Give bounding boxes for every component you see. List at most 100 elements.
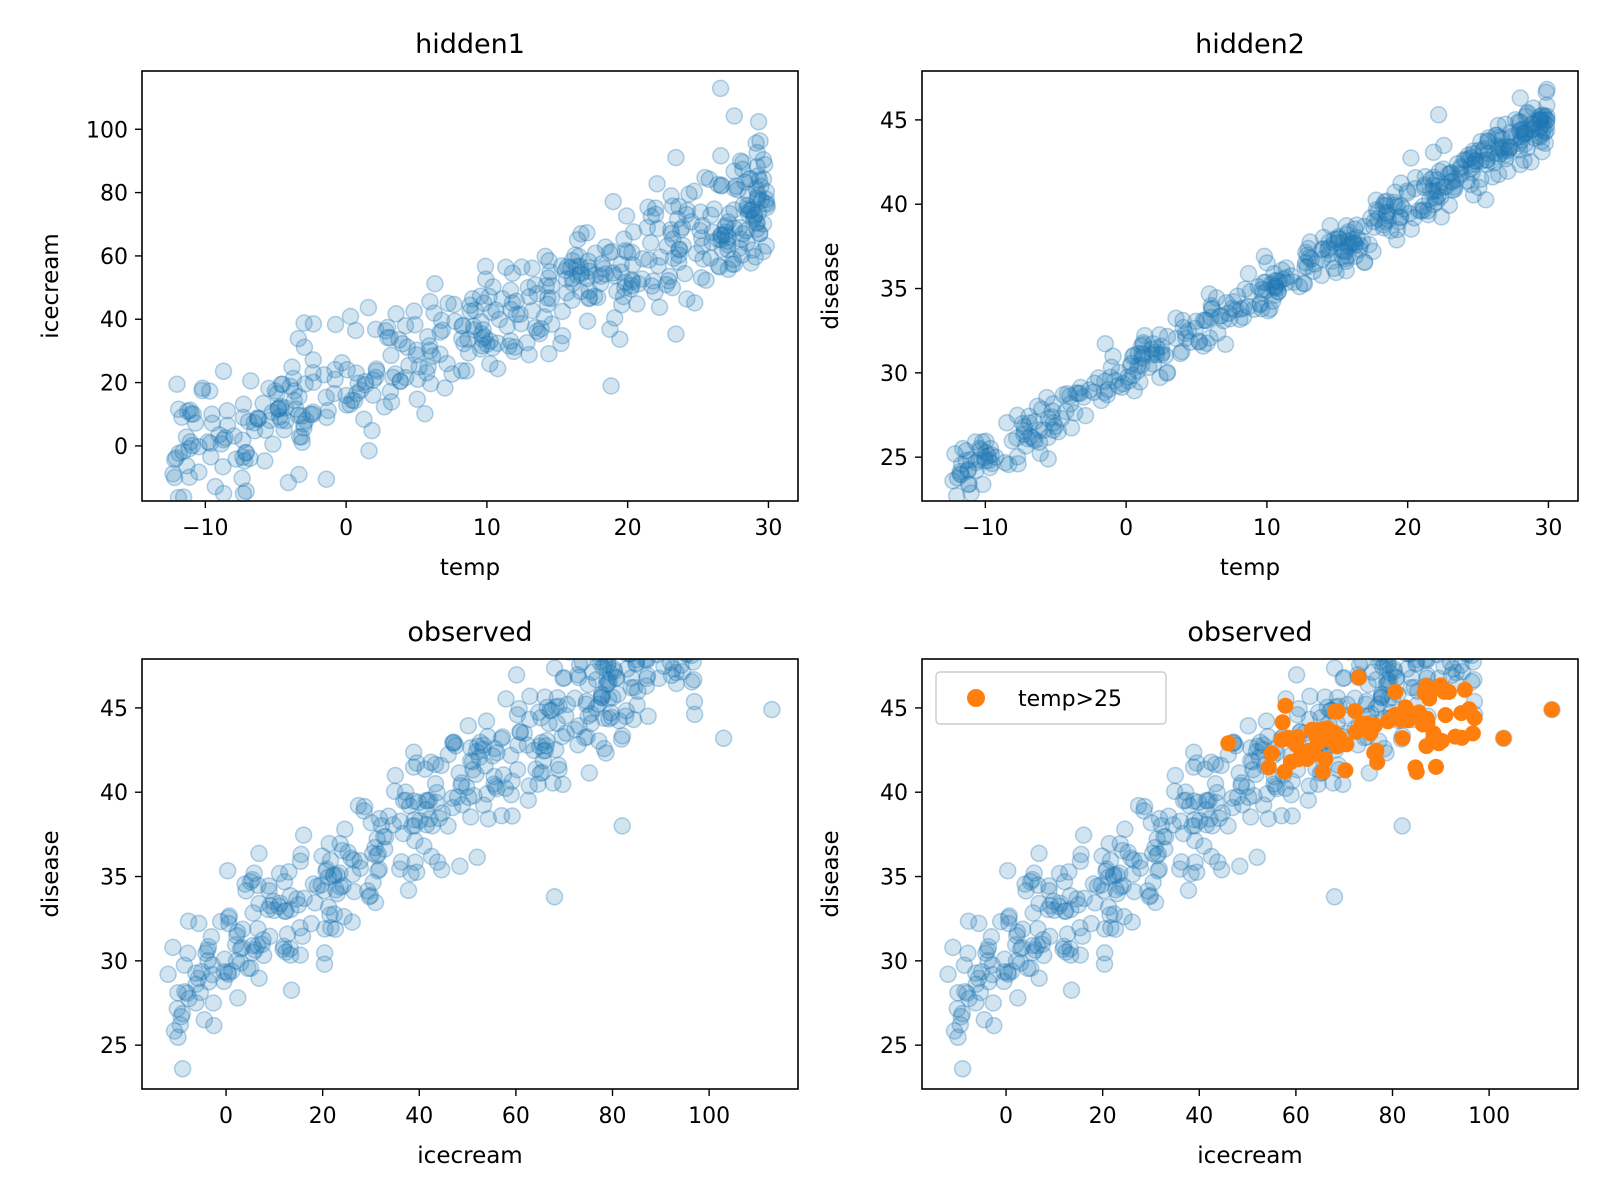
scatter-point [198, 941, 217, 959]
scatter-point [254, 946, 273, 965]
scatter-point [376, 322, 395, 340]
scatter-point [1202, 308, 1220, 327]
scatter-point [1486, 126, 1505, 145]
scatter-point [187, 964, 205, 982]
scatter-point [1071, 946, 1090, 964]
scatter-point [1228, 287, 1247, 306]
scatter-point [616, 273, 634, 292]
scatter-point [568, 257, 586, 276]
scatter-point [1224, 292, 1243, 311]
scatter-point [1478, 151, 1496, 169]
scatter-point [195, 1011, 214, 1029]
scatter-point [384, 368, 402, 387]
scatter-point [763, 700, 781, 719]
scatter-point [670, 246, 688, 264]
scatter-point [563, 252, 582, 270]
scatter-point [1251, 294, 1269, 313]
scatter-point [678, 290, 696, 308]
scatter-point [1266, 277, 1285, 295]
scatter-point [243, 936, 262, 955]
scatter-point [1462, 159, 1481, 178]
scatter-point [1489, 165, 1508, 184]
scatter-point [528, 284, 547, 303]
scatter-point [539, 289, 557, 307]
scatter-point [1371, 659, 1389, 666]
scatter-point [214, 484, 233, 501]
scatter-point [1418, 659, 1437, 668]
scatter-point [479, 727, 497, 746]
scatter-point [670, 240, 688, 259]
scatter-point [579, 262, 598, 280]
scatter-point [496, 779, 515, 798]
x-tick-label: 10 [473, 516, 501, 541]
scatter-point [745, 208, 764, 226]
scatter-point [382, 393, 401, 411]
x-tick-label: 30 [1534, 516, 1562, 541]
axes-frame [141, 658, 799, 1090]
scatter-point [1033, 935, 1052, 954]
scatter-point [295, 338, 314, 356]
scatter-point [1171, 812, 1190, 830]
scatter-point [555, 669, 573, 687]
scatter-point [506, 338, 524, 356]
scatter-point [1389, 213, 1408, 231]
scatter-point [349, 374, 367, 393]
scatter-point [385, 782, 404, 801]
scatter-point [613, 727, 632, 745]
y-tick-label: 30 [880, 362, 908, 387]
scatter-point [431, 323, 449, 341]
scatter-point [966, 433, 985, 451]
scatter-point [995, 972, 1013, 991]
scatter-point [1301, 687, 1319, 706]
scatter-point [640, 251, 658, 269]
scatter-point [685, 182, 704, 201]
scatter-point [483, 747, 502, 765]
scatter-point [264, 892, 283, 910]
scatter-point [697, 271, 715, 289]
scatter-point [719, 240, 737, 259]
scatter-point [1465, 155, 1484, 173]
scatter-point [391, 860, 409, 878]
scatter-point [1357, 692, 1376, 711]
y-tick-label: 40 [100, 781, 128, 806]
scatter-point [1506, 111, 1525, 129]
scatter-point [1190, 333, 1209, 351]
scatter-point [667, 663, 685, 682]
scatter-point [215, 963, 234, 981]
scatter-point [1386, 196, 1404, 214]
scatter-point [593, 686, 611, 705]
scatter-point [958, 984, 976, 1003]
scatter-point [473, 330, 492, 348]
scatter-point [1019, 429, 1037, 448]
scatter-point [1345, 234, 1364, 252]
scatter-point [1176, 783, 1195, 801]
scatter-point [1166, 766, 1185, 785]
y-tick-label: 40 [880, 193, 908, 218]
scatter-point [503, 294, 522, 312]
highlight-point [1260, 759, 1277, 776]
scatter-point [1517, 107, 1535, 126]
scatter-point [277, 902, 295, 920]
x-axis-label: icecream [417, 1143, 522, 1169]
scatter-point [378, 318, 397, 337]
scatter-point [1143, 346, 1161, 364]
scatter-point [649, 219, 667, 238]
scatter-point [1515, 151, 1533, 169]
scatter-point [1054, 940, 1072, 958]
scatter-point [295, 415, 313, 433]
scatter-point [193, 379, 212, 398]
scatter-point [467, 742, 486, 761]
scatter-point [550, 760, 568, 779]
scatter-point [461, 302, 479, 321]
y-axis-label: disease [38, 830, 64, 917]
scatter-point [173, 1004, 192, 1023]
scatter-point [219, 909, 238, 927]
scatter-point [1532, 117, 1550, 136]
scatter-point [324, 867, 343, 886]
scatter-point [1501, 138, 1519, 157]
scatter-point [288, 890, 306, 908]
scatter-point [338, 360, 356, 379]
scatter-point [1429, 187, 1447, 205]
scatter-point [321, 906, 339, 924]
scatter-point [498, 317, 516, 335]
